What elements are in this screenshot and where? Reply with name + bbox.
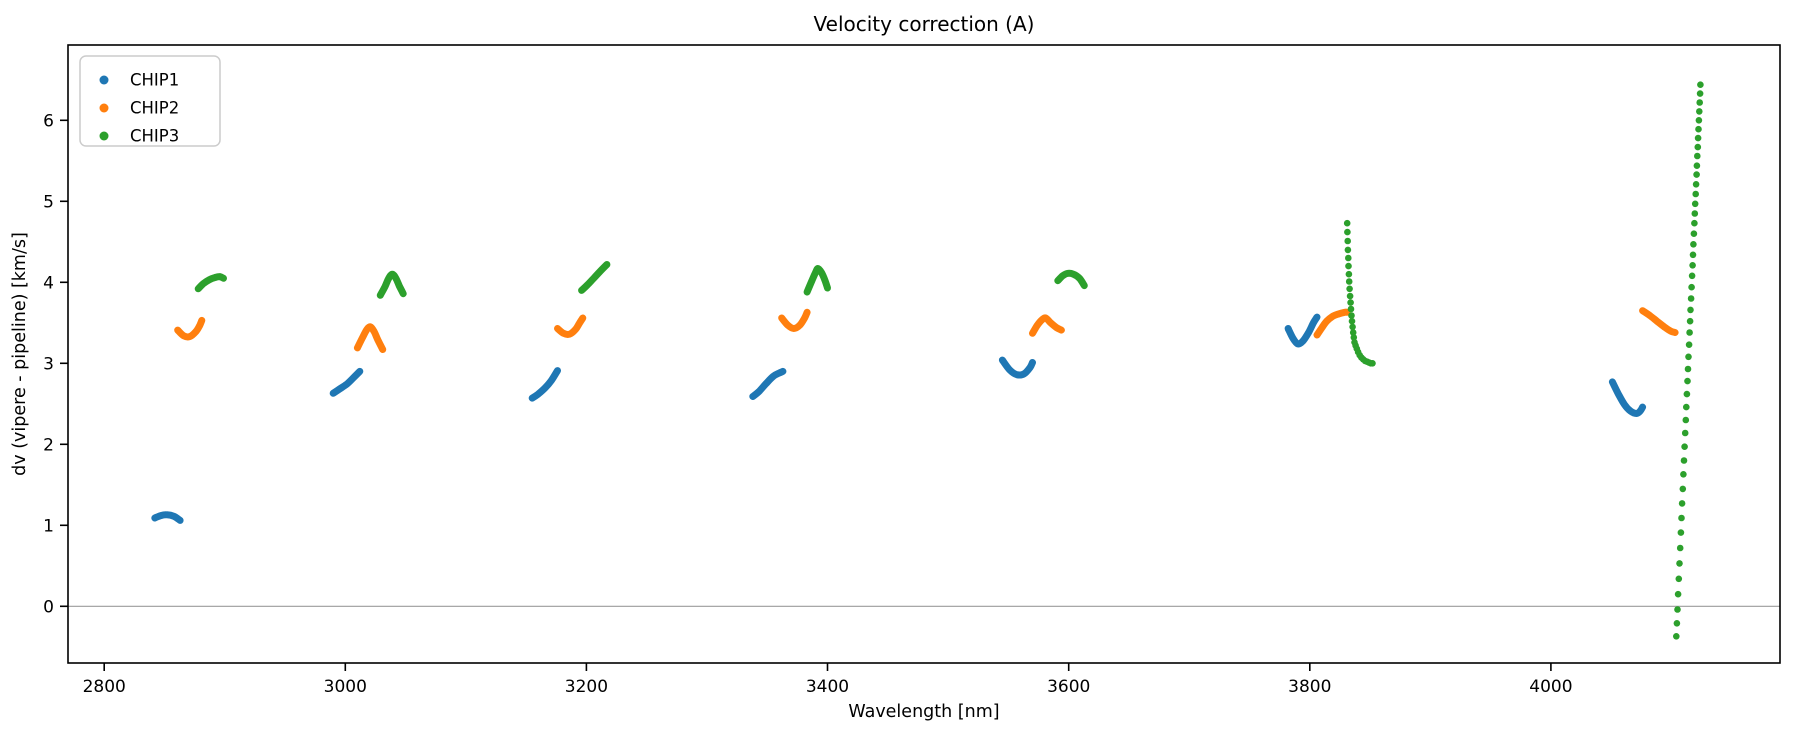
legend-entry-chip3: CHIP3 bbox=[99, 127, 179, 146]
x-tick-label: 3200 bbox=[565, 677, 608, 697]
x-tick-label: 2800 bbox=[83, 677, 126, 697]
plot-area: 2800 3000 3200 3400 3600 3800 4000 0 1 2 3 4 5 6 CHIP1… bbox=[43, 44, 1781, 697]
x-tick-label: 3000 bbox=[324, 677, 367, 697]
x-tick-label: 3400 bbox=[806, 677, 849, 697]
data-segment bbox=[749, 367, 787, 400]
legend: CHIP1 CHIP2 CHIP3 bbox=[79, 55, 221, 147]
data-segment bbox=[376, 270, 407, 299]
legend-marker-chip2 bbox=[99, 103, 109, 113]
x-axis: 2800 3000 3200 3400 3600 3800 4000 bbox=[83, 663, 1573, 697]
y-tick-label: 6 bbox=[43, 111, 54, 131]
legend-label: CHIP1 bbox=[130, 71, 179, 90]
series-chip3 bbox=[194, 81, 1704, 640]
data-segment bbox=[778, 308, 811, 332]
data-segment bbox=[353, 323, 387, 353]
data-segment bbox=[151, 511, 184, 524]
legend-label: CHIP3 bbox=[130, 127, 179, 146]
legend-entry-chip1: CHIP1 bbox=[99, 71, 179, 90]
data-segment bbox=[1639, 307, 1679, 336]
y-tick-label: 2 bbox=[43, 435, 54, 455]
x-tick-label: 3600 bbox=[1047, 677, 1090, 697]
data-segment bbox=[1054, 269, 1088, 290]
data-segment bbox=[1608, 378, 1647, 417]
data-segment bbox=[528, 367, 561, 402]
x-axis-label: Wavelength [nm] bbox=[848, 702, 999, 722]
data-segment bbox=[998, 356, 1036, 379]
y-tick-label: 1 bbox=[43, 516, 54, 536]
chart-title: Velocity correction (A) bbox=[814, 12, 1035, 36]
data-segment bbox=[1284, 313, 1321, 348]
data-segment bbox=[194, 273, 227, 293]
y-axis-label: dv (vipere - pipeline) [km/s] bbox=[10, 232, 30, 476]
legend-label: CHIP2 bbox=[130, 99, 179, 118]
legend-box bbox=[79, 55, 221, 147]
data-segment bbox=[1313, 308, 1351, 339]
y-tick-label: 5 bbox=[43, 192, 54, 212]
data-segment bbox=[803, 265, 831, 296]
y-tick-label: 3 bbox=[43, 354, 54, 374]
legend-marker-chip3 bbox=[99, 131, 109, 141]
y-tick-label: 0 bbox=[43, 597, 54, 617]
legend-marker-chip1 bbox=[99, 75, 109, 85]
series-chip2 bbox=[174, 307, 1679, 353]
y-tick-label: 4 bbox=[43, 273, 54, 293]
data-segment bbox=[329, 367, 364, 397]
y-axis: 0 1 2 3 4 5 6 bbox=[43, 111, 68, 617]
dot-column bbox=[1673, 81, 1704, 640]
x-tick-label: 4000 bbox=[1529, 677, 1572, 697]
data-segment bbox=[1029, 314, 1065, 337]
data-segment bbox=[578, 261, 611, 294]
series-chip1 bbox=[151, 313, 1647, 524]
x-tick-label: 3800 bbox=[1288, 677, 1331, 697]
axes-spines bbox=[67, 44, 1781, 664]
data-segment bbox=[174, 316, 206, 341]
dot-column bbox=[1343, 219, 1376, 367]
data-segment bbox=[554, 314, 587, 338]
legend-entry-chip2: CHIP2 bbox=[99, 99, 179, 118]
